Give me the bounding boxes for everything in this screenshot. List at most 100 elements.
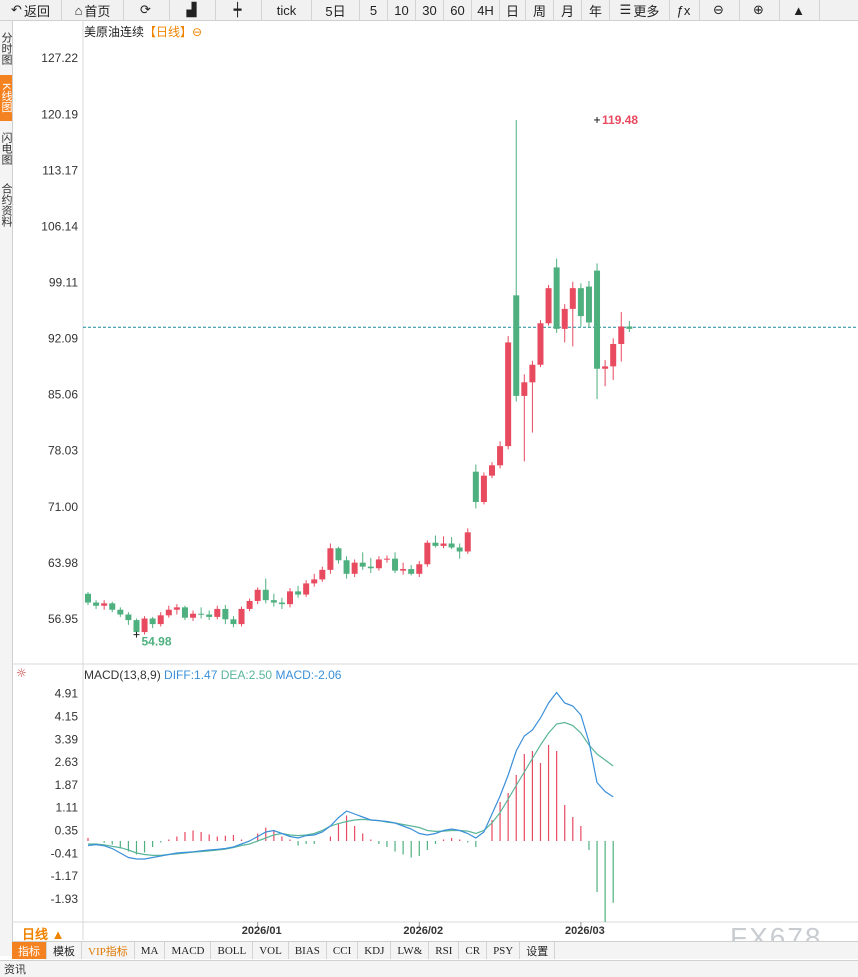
candle-body (101, 603, 108, 606)
indicator-tab-4[interactable]: MACD (165, 942, 212, 959)
indicator-tab-10[interactable]: LW& (391, 942, 430, 959)
indicator-tab-2[interactable]: VIP指标 (82, 942, 135, 959)
price-tick-label: 113.17 (42, 163, 78, 177)
toolbar-item-12[interactable]: 日 (500, 0, 526, 20)
indicator-tab-3[interactable]: MA (135, 942, 166, 959)
min-price-label: 54.98 (141, 635, 171, 649)
macd-tick-label: -0.41 (51, 846, 79, 860)
toolbar-item-10[interactable]: 60 (444, 0, 472, 20)
candle-icon: ┿ (233, 2, 242, 17)
sidebar-tab-0[interactable]: 分时图 (0, 31, 12, 65)
candle-body (367, 566, 374, 569)
toolbar-label: 60 (450, 2, 465, 18)
toolbar-item-1[interactable]: ⌂ 首页 (62, 0, 124, 20)
price-tick-label: 85.06 (48, 388, 78, 402)
candle-body (602, 366, 609, 369)
candle-body (569, 288, 576, 309)
candle-body (311, 579, 318, 584)
indicator-tab-bar: 指标 模板 VIP指标 MA MACD BOLL VOL BIAS CCI KDJ LW& RSI CR… (12, 941, 858, 959)
sidebar-tab-1[interactable]: K线图 (0, 75, 12, 121)
candle-body (626, 326, 633, 329)
toolbar-item-9[interactable]: 30 (416, 0, 444, 20)
toolbar-item-11[interactable]: 4H (472, 0, 500, 20)
candle-body (343, 560, 350, 574)
indicator-tab-1[interactable]: 模板 (47, 942, 82, 959)
refresh-icon: ⟳ (140, 2, 151, 17)
candle-body (287, 591, 293, 605)
zoom-in-icon: ⊕ (753, 2, 764, 17)
toolbar-item-3[interactable]: ▟ (170, 0, 216, 20)
toolbar-item-20[interactable]: ▲ (780, 0, 820, 20)
candle-body (521, 382, 528, 396)
settings-icon[interactable]: ⊖ (192, 25, 203, 39)
period-label[interactable]: 日线 ▲ (22, 927, 65, 942)
status-text[interactable]: 资讯 (4, 964, 26, 976)
toolbar-item-6[interactable]: 5日 (312, 0, 360, 20)
candle-body (173, 607, 180, 610)
candle-body (545, 288, 552, 324)
indicator-tab-5[interactable]: BOLL (211, 942, 254, 959)
toolbar-item-14[interactable]: 月 (554, 0, 582, 20)
date-tick-label: 2026/03 (565, 925, 605, 937)
macd-settings-icon: ☼ (16, 666, 27, 680)
indicator-tab-9[interactable]: KDJ (358, 942, 392, 959)
macd-tick-label: 4.15 (55, 710, 79, 724)
candle-body (464, 532, 471, 552)
macd-tick-label: -1.93 (51, 892, 79, 906)
candle-body (529, 364, 536, 383)
candle-body (85, 593, 91, 603)
candle-body (109, 603, 116, 610)
price-tick-label: 63.98 (48, 556, 78, 570)
macd-tick-label: 0.35 (55, 824, 79, 838)
candle-body (594, 270, 601, 369)
candle-body (513, 295, 520, 396)
sidebar-tab-3[interactable]: 合约资料 (0, 183, 12, 227)
candle-body (133, 620, 140, 633)
indicator-tab-8[interactable]: CCI (327, 942, 359, 959)
indicator-tab-14[interactable]: 设置 (520, 942, 556, 959)
toolbar-item-8[interactable]: 10 (388, 0, 416, 20)
candle-body (262, 589, 269, 601)
candle-body (383, 558, 390, 560)
indicator-tab-12[interactable]: CR (459, 942, 488, 959)
macd-tick-label: -1.17 (51, 869, 79, 883)
date-tick-label: 2026/01 (242, 925, 282, 937)
candle-body (400, 569, 407, 571)
toolbar-item-5[interactable]: tick (262, 0, 312, 20)
candle-body (561, 308, 568, 329)
candle-body (440, 543, 447, 546)
chart-title: 美原油连续【日线】⊖ (84, 23, 202, 40)
indicator-tab-7[interactable]: BIAS (289, 942, 327, 959)
indicator-tab-6[interactable]: VOL (253, 942, 289, 959)
triangle-up-icon: ▲ (792, 2, 805, 18)
indicator-tab-0[interactable]: 指标 (12, 942, 47, 959)
macd-diff-value: DIFF:1.47 (164, 668, 218, 682)
indicator-tab-11[interactable]: RSI (429, 942, 460, 959)
toolbar-item-7[interactable]: 5 (360, 0, 388, 20)
toolbar-item-15[interactable]: 年 (582, 0, 610, 20)
candle-body (303, 583, 310, 595)
toolbar-item-16[interactable]: ☰ 更多 (610, 0, 670, 20)
sidebar-tab-2[interactable]: 闪电图 (0, 131, 12, 165)
toolbar-item-17[interactable]: ƒx (670, 0, 700, 20)
toolbar-label: 30 (422, 2, 437, 18)
toolbar-item-2[interactable]: ⟳ (124, 0, 170, 20)
toolbar-item-19[interactable]: ⊕ (740, 0, 780, 20)
price-tick-label: 127.22 (41, 51, 78, 65)
dea-line (88, 721, 614, 857)
candle-body (408, 569, 415, 574)
macd-legend: MACD(13,8,9) DIFF:1.47 DEA:2.50 MACD:-2.… (84, 668, 341, 682)
indicator-tab-13[interactable]: PSY (487, 942, 521, 959)
candle-body (157, 615, 164, 625)
toolbar-item-18[interactable]: ⊖ (700, 0, 740, 20)
candle-body (375, 559, 382, 569)
toolbar-item-13[interactable]: 周 (526, 0, 554, 20)
candle-body (497, 446, 504, 466)
toolbar-item-4[interactable]: ┿ (216, 0, 262, 20)
toolbar-item-0[interactable]: ↶ 返回 (0, 0, 62, 20)
toolbar-label: 月 (560, 3, 574, 19)
candle-body (149, 618, 156, 625)
diff-line (87, 691, 614, 860)
candle-body (165, 609, 172, 616)
